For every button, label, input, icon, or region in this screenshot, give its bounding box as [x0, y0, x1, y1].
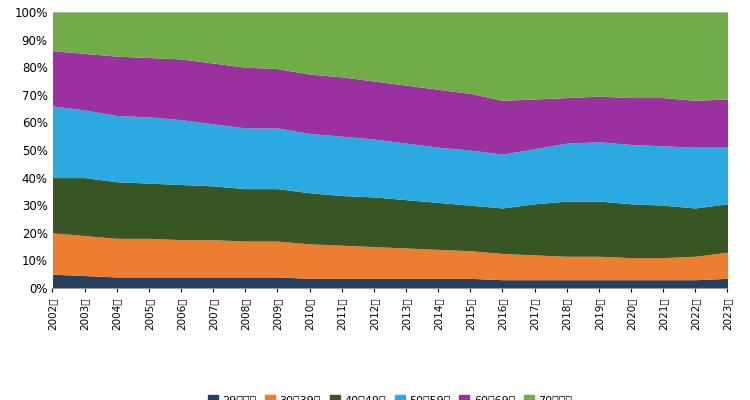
Legend: 29歳以下, 30－39歳, 40－49歳, 50－59歳, 60－69歳, 70歳以上: 29歳以下, 30－39歳, 40－49歳, 50－59歳, 60－69歳, 7… — [203, 390, 577, 400]
